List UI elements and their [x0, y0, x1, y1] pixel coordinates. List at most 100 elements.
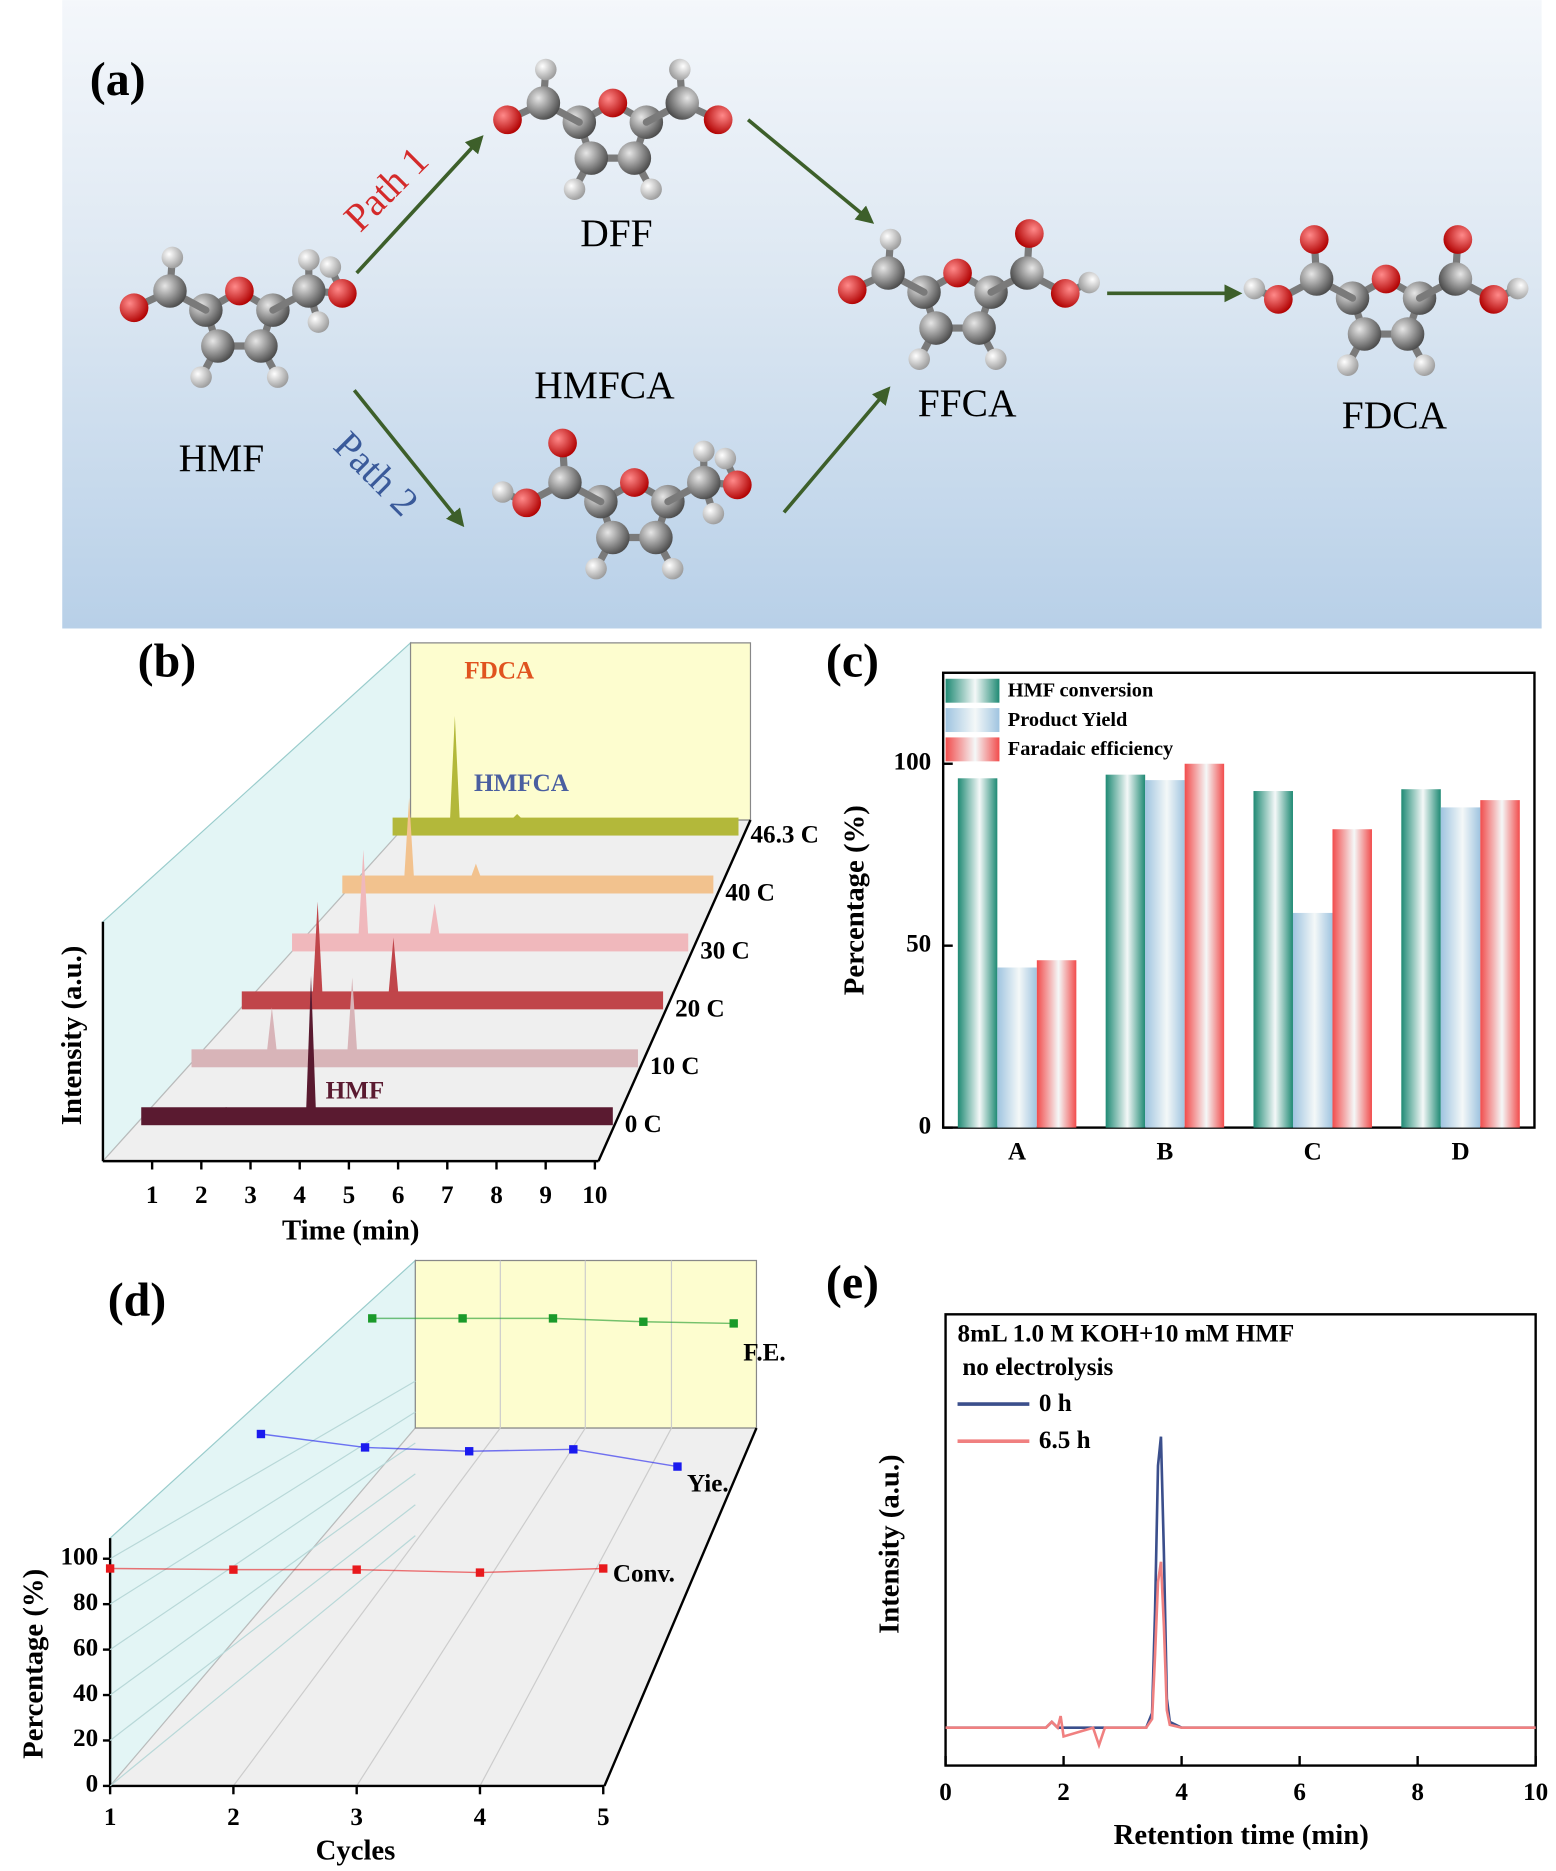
peak	[404, 797, 414, 877]
legend-swatch	[945, 678, 1000, 703]
panel-label: (b)	[138, 635, 197, 688]
plot-frame	[941, 671, 1536, 1129]
x-axis-label: Cycles	[316, 1835, 396, 1867]
x-tick-label: 10	[582, 1182, 607, 1209]
point	[360, 1443, 370, 1452]
legend-title: 8mL 1.0 M KOH+10 mM HMF	[958, 1321, 1295, 1348]
peak	[450, 715, 460, 819]
annotation: FDCA	[464, 658, 534, 685]
diagram-background	[62, 0, 1542, 629]
series-label: 0 C	[625, 1111, 662, 1138]
x-axis-label: Retention time (min)	[1114, 1819, 1369, 1851]
y-axis-label: Intensity (a.u.)	[873, 1454, 905, 1634]
point	[105, 1564, 115, 1573]
series-label: Conv.	[613, 1560, 675, 1587]
series-label: 46.3 C	[750, 822, 818, 849]
bar	[997, 967, 1037, 1128]
y-tick-label: 40	[73, 1680, 98, 1707]
annotation: HMF	[326, 1078, 385, 1105]
panel-label: (c)	[826, 635, 879, 688]
y-axis-label: Intensity (a.u.)	[56, 946, 88, 1126]
x-tick-label: B	[1157, 1139, 1174, 1166]
point	[352, 1565, 361, 1574]
point	[256, 1429, 266, 1439]
bar	[1253, 791, 1293, 1128]
peak	[306, 975, 316, 1109]
molecule-name: FDCA	[1342, 393, 1448, 437]
x-tick-label: 7	[441, 1182, 454, 1209]
series-label: 20 C	[675, 995, 725, 1022]
peak	[347, 977, 358, 1051]
annotation: HMFCA	[474, 770, 569, 797]
legend-swatch	[945, 737, 1000, 762]
legend-label: HMF conversion	[1008, 680, 1153, 702]
peak	[267, 1007, 277, 1051]
series-label: F.E.	[743, 1339, 785, 1366]
x-tick-label: 5	[597, 1804, 610, 1831]
x-tick-label: A	[1008, 1139, 1026, 1166]
point	[229, 1565, 238, 1574]
grid-line	[109, 1380, 416, 1560]
molecule-name: DFF	[580, 211, 652, 255]
bar	[1401, 789, 1441, 1128]
point	[475, 1568, 485, 1577]
x-tick-label: 2	[227, 1804, 240, 1831]
x-tick-label: 2	[195, 1182, 208, 1209]
peak	[358, 849, 369, 935]
x-tick-label: 4	[474, 1804, 487, 1831]
peak	[312, 901, 323, 993]
arrows	[352, 118, 1243, 528]
peak	[471, 863, 481, 877]
peak	[388, 937, 399, 993]
x-tick-label: 8	[1411, 1779, 1424, 1806]
molecule-name: HMF	[179, 436, 265, 480]
x-axis-label: Time (min)	[282, 1215, 419, 1247]
bar	[1480, 800, 1520, 1128]
peak	[429, 903, 440, 935]
legend-label: 6.5 h	[1039, 1427, 1091, 1454]
point	[368, 1314, 377, 1323]
y-axis-label: Percentage (%)	[18, 1569, 50, 1759]
legend-swatch	[945, 708, 1000, 733]
back-wall	[409, 642, 752, 821]
panel-label: (d)	[108, 1274, 166, 1327]
point	[458, 1314, 467, 1323]
axis-line	[603, 1427, 758, 1787]
x-tick-label: 1	[146, 1182, 159, 1209]
point	[569, 1445, 578, 1454]
bar	[1332, 829, 1372, 1128]
floor-grid	[232, 1260, 673, 1787]
series-label: 10 C	[650, 1053, 700, 1080]
y-axis-label: Percentage (%)	[839, 805, 871, 995]
x-tick-label: 4	[293, 1182, 306, 1209]
bar	[1145, 780, 1185, 1128]
x-tick-label: D	[1451, 1139, 1469, 1166]
point	[729, 1319, 738, 1328]
y-tick-label: 80	[73, 1589, 98, 1616]
legend-label: 0 h	[1039, 1390, 1072, 1417]
molecule-name: FFCA	[918, 381, 1017, 425]
x-tick-label: 3	[350, 1804, 363, 1831]
panel-label: (e)	[826, 1256, 879, 1309]
series-label: 40 C	[725, 879, 775, 906]
x-tick-label: 5	[343, 1182, 356, 1209]
grid-line	[109, 1442, 416, 1651]
series-label: 30 C	[700, 937, 750, 964]
bar	[1036, 960, 1077, 1128]
molecule-name: HMFCA	[534, 363, 675, 407]
y-tick-label: 100	[894, 749, 932, 776]
x-tick-label: 10	[1523, 1779, 1548, 1806]
y-tick-label: 0	[919, 1112, 932, 1139]
x-tick-label: 3	[244, 1182, 257, 1209]
panel-label: (a)	[90, 53, 146, 106]
grid-line	[109, 1504, 416, 1741]
grid-line	[109, 1473, 416, 1696]
grid-line	[109, 1535, 416, 1787]
y-tick-label: 100	[60, 1543, 98, 1570]
x-tick-label: 9	[539, 1182, 552, 1209]
x-tick-label: 2	[1057, 1779, 1070, 1806]
row-ribbon	[392, 817, 739, 836]
x-tick-label: 4	[1175, 1779, 1188, 1806]
bar	[1292, 912, 1333, 1128]
